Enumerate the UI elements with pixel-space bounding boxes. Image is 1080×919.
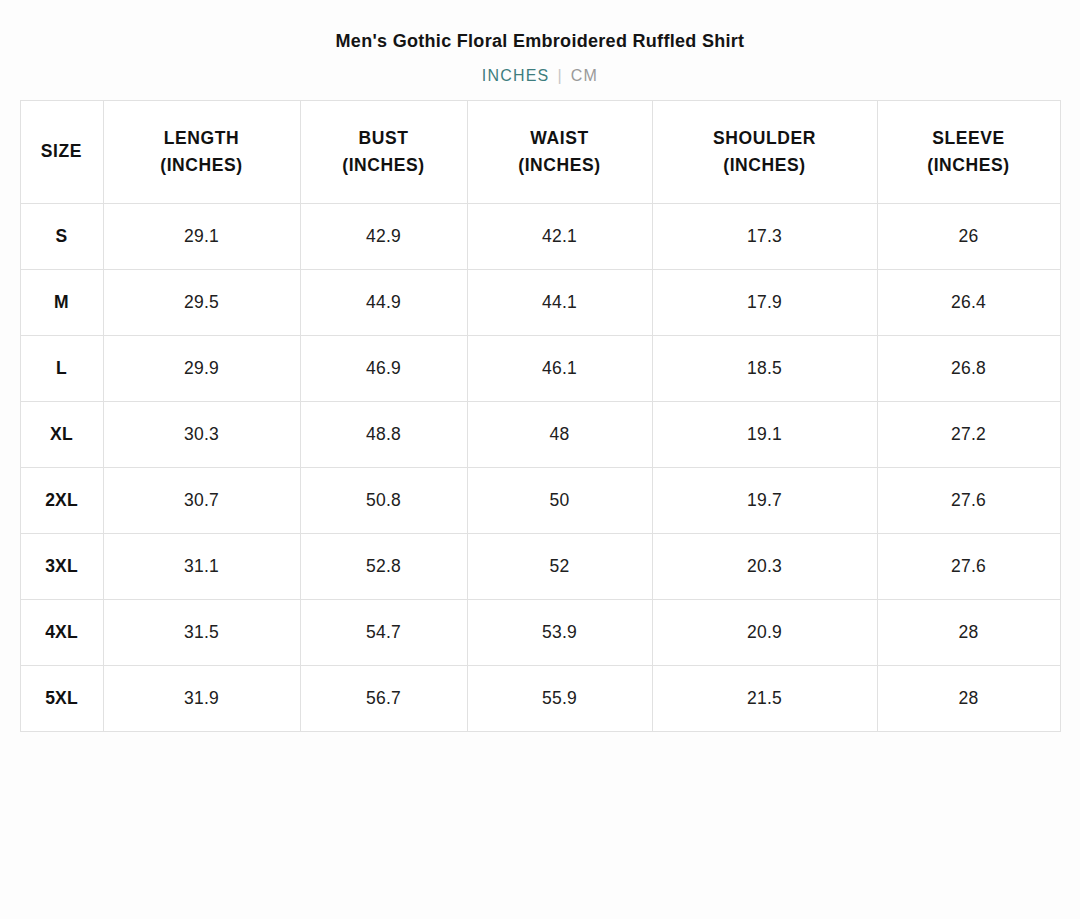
value-cell: 27.2	[877, 402, 1060, 468]
size-cell: M	[20, 270, 103, 336]
value-cell: 55.9	[467, 666, 652, 732]
value-cell: 28	[877, 666, 1060, 732]
size-cell: S	[20, 204, 103, 270]
value-cell: 54.7	[300, 600, 467, 666]
value-cell: 27.6	[877, 534, 1060, 600]
value-cell: 17.9	[652, 270, 877, 336]
value-cell: 18.5	[652, 336, 877, 402]
table-row-s: S29.142.942.117.326	[20, 204, 1060, 270]
value-cell: 19.7	[652, 468, 877, 534]
value-cell: 56.7	[300, 666, 467, 732]
size-chart-body: S29.142.942.117.326M29.544.944.117.926.4…	[20, 204, 1060, 732]
value-cell: 21.5	[652, 666, 877, 732]
value-cell: 20.9	[652, 600, 877, 666]
value-cell: 28	[877, 600, 1060, 666]
header-cell-shoulder: SHOULDER(INCHES)	[652, 101, 877, 204]
size-cell: 5XL	[20, 666, 103, 732]
value-cell: 26.4	[877, 270, 1060, 336]
value-cell: 42.9	[300, 204, 467, 270]
table-row-xl: XL30.348.84819.127.2	[20, 402, 1060, 468]
value-cell: 31.1	[103, 534, 300, 600]
value-cell: 46.9	[300, 336, 467, 402]
size-cell: 4XL	[20, 600, 103, 666]
size-cell: L	[20, 336, 103, 402]
value-cell: 53.9	[467, 600, 652, 666]
value-cell: 20.3	[652, 534, 877, 600]
value-cell: 46.1	[467, 336, 652, 402]
table-row-3xl: 3XL31.152.85220.327.6	[20, 534, 1060, 600]
value-cell: 17.3	[652, 204, 877, 270]
value-cell: 50	[467, 468, 652, 534]
unit-separator: |	[558, 67, 563, 84]
value-cell: 29.1	[103, 204, 300, 270]
header-cell-sleeve: SLEEVE(INCHES)	[877, 101, 1060, 204]
size-cell: 3XL	[20, 534, 103, 600]
table-row-l: L29.946.946.118.526.8	[20, 336, 1060, 402]
value-cell: 30.3	[103, 402, 300, 468]
header-cell-waist: WAIST(INCHES)	[467, 101, 652, 204]
value-cell: 52	[467, 534, 652, 600]
unit-cm-button[interactable]: CM	[571, 67, 598, 84]
value-cell: 27.6	[877, 468, 1060, 534]
table-row-m: M29.544.944.117.926.4	[20, 270, 1060, 336]
table-row-4xl: 4XL31.554.753.920.928	[20, 600, 1060, 666]
value-cell: 48	[467, 402, 652, 468]
header-cell-size: SIZE	[20, 101, 103, 204]
size-chart-header: SIZELENGTH(INCHES)BUST(INCHES)WAIST(INCH…	[20, 101, 1060, 204]
value-cell: 29.9	[103, 336, 300, 402]
value-cell: 19.1	[652, 402, 877, 468]
value-cell: 44.9	[300, 270, 467, 336]
page-title: Men's Gothic Floral Embroidered Ruffled …	[0, 30, 1080, 52]
value-cell: 42.1	[467, 204, 652, 270]
size-cell: XL	[20, 402, 103, 468]
unit-toggle: INCHES | CM	[0, 66, 1080, 86]
value-cell: 29.5	[103, 270, 300, 336]
size-cell: 2XL	[20, 468, 103, 534]
value-cell: 31.9	[103, 666, 300, 732]
value-cell: 48.8	[300, 402, 467, 468]
header-cell-length: LENGTH(INCHES)	[103, 101, 300, 204]
value-cell: 26	[877, 204, 1060, 270]
value-cell: 30.7	[103, 468, 300, 534]
header-row: SIZELENGTH(INCHES)BUST(INCHES)WAIST(INCH…	[20, 101, 1060, 204]
table-row-2xl: 2XL30.750.85019.727.6	[20, 468, 1060, 534]
value-cell: 26.8	[877, 336, 1060, 402]
header-cell-bust: BUST(INCHES)	[300, 101, 467, 204]
value-cell: 52.8	[300, 534, 467, 600]
value-cell: 50.8	[300, 468, 467, 534]
table-row-5xl: 5XL31.956.755.921.528	[20, 666, 1060, 732]
size-chart-table: SIZELENGTH(INCHES)BUST(INCHES)WAIST(INCH…	[20, 100, 1061, 732]
unit-inches-button[interactable]: INCHES	[482, 67, 550, 84]
value-cell: 31.5	[103, 600, 300, 666]
value-cell: 44.1	[467, 270, 652, 336]
